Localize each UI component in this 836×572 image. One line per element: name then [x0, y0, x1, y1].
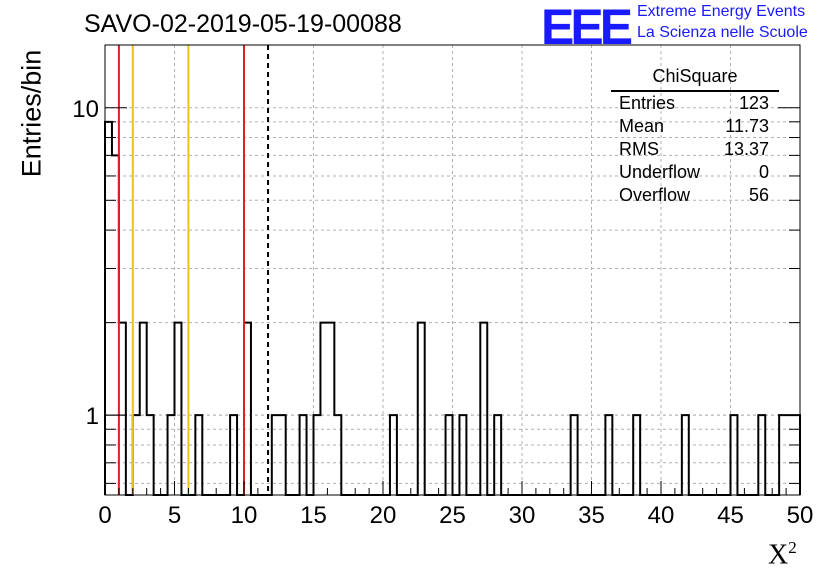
x-tick-label: 0 — [98, 502, 111, 529]
logo-line-1: Extreme Energy Events — [637, 3, 806, 20]
histogram-bin — [571, 415, 578, 495]
stats-value: 123 — [738, 93, 769, 113]
histogram-bin — [272, 415, 279, 495]
y-tick-label: 1 — [86, 403, 99, 430]
x-tick-label: 45 — [717, 502, 744, 529]
x-axis-ticks: 0 5 10 15 20 25 30 35 40 45 50 — [98, 481, 813, 529]
histogram-bin — [300, 415, 307, 495]
histogram-bin — [244, 323, 251, 495]
logo-line-2: La Scienza nelle Scuole — [637, 24, 808, 41]
stats-row: Mean 11.73 — [619, 116, 769, 138]
histogram-bin — [279, 415, 286, 495]
histogram-bin — [327, 323, 334, 495]
stats-label: Underflow — [619, 162, 701, 182]
y-tick-label: 10 — [72, 96, 99, 123]
histogram-bin — [731, 415, 738, 495]
stats-row: Underflow 0 — [619, 162, 769, 184]
histogram-bin — [175, 323, 182, 495]
stats-value: 56 — [748, 185, 769, 205]
histogram-bin — [494, 415, 501, 495]
histogram-bin — [140, 323, 147, 495]
x-axis-label-exponent: 2 — [788, 538, 797, 557]
reference-lines — [117, 45, 270, 495]
stats-label: Overflow — [619, 185, 691, 205]
histogram-bin — [230, 415, 237, 495]
histogram-bin — [633, 415, 640, 495]
histogram-bin — [195, 415, 202, 495]
x-tick-label: 25 — [439, 502, 466, 529]
grid-lines — [105, 45, 800, 495]
eee-logo: EEE — [541, 0, 633, 55]
x-tick-label: 5 — [168, 502, 181, 529]
stats-divider — [611, 90, 779, 92]
stats-label: RMS — [619, 139, 659, 159]
histogram-bin — [779, 415, 786, 495]
x-axis-label: X2 — [768, 538, 797, 571]
x-tick-label: 35 — [578, 502, 605, 529]
histogram-bin — [334, 415, 341, 495]
stats-value: 11.73 — [725, 116, 769, 136]
stats-label: Mean — [619, 116, 665, 136]
histogram-bin — [112, 155, 119, 495]
histogram-bin — [682, 415, 689, 495]
histogram-bin — [168, 415, 175, 495]
histogram-bin — [147, 415, 154, 495]
y-axis-label: Entries/bin — [16, 49, 47, 178]
x-tick-label: 30 — [509, 502, 536, 529]
histogram-bin — [119, 323, 126, 495]
histogram-bin — [105, 122, 112, 495]
stats-box: ChiSquare Entries 123 Mean 11.73 RMS 13.… — [611, 66, 779, 208]
stats-label: Entries — [619, 93, 676, 113]
x-axis-label-base: X — [768, 539, 789, 571]
histogram-bin — [418, 323, 425, 495]
x-tick-label: 15 — [300, 502, 327, 529]
x-tick-label: 40 — [648, 502, 675, 529]
stats-title: ChiSquare — [652, 66, 738, 86]
y-axis-ticks: 1 10 — [72, 96, 800, 484]
histogram-bin — [758, 415, 765, 495]
histogram-bin — [133, 415, 140, 495]
histogram-bin — [605, 415, 612, 495]
histogram-bin — [459, 415, 466, 495]
plot-title: SAVO-02-2019-05-19-00088 — [84, 10, 402, 38]
x-tick-label: 20 — [370, 502, 397, 529]
x-tick-label: 50 — [787, 502, 814, 529]
histogram-bin — [314, 415, 321, 495]
x-tick-label: 10 — [231, 502, 258, 529]
stats-value: 13.37 — [723, 139, 769, 159]
stats-row: Entries 123 — [619, 93, 769, 115]
histogram-bin — [390, 415, 397, 495]
stats-row: Overflow 56 — [619, 185, 769, 207]
stats-row: RMS 13.37 — [619, 139, 769, 161]
histogram-bin — [446, 415, 453, 495]
stats-value: 0 — [758, 162, 769, 182]
histogram-bin — [480, 323, 487, 495]
histogram-bin — [320, 323, 327, 495]
